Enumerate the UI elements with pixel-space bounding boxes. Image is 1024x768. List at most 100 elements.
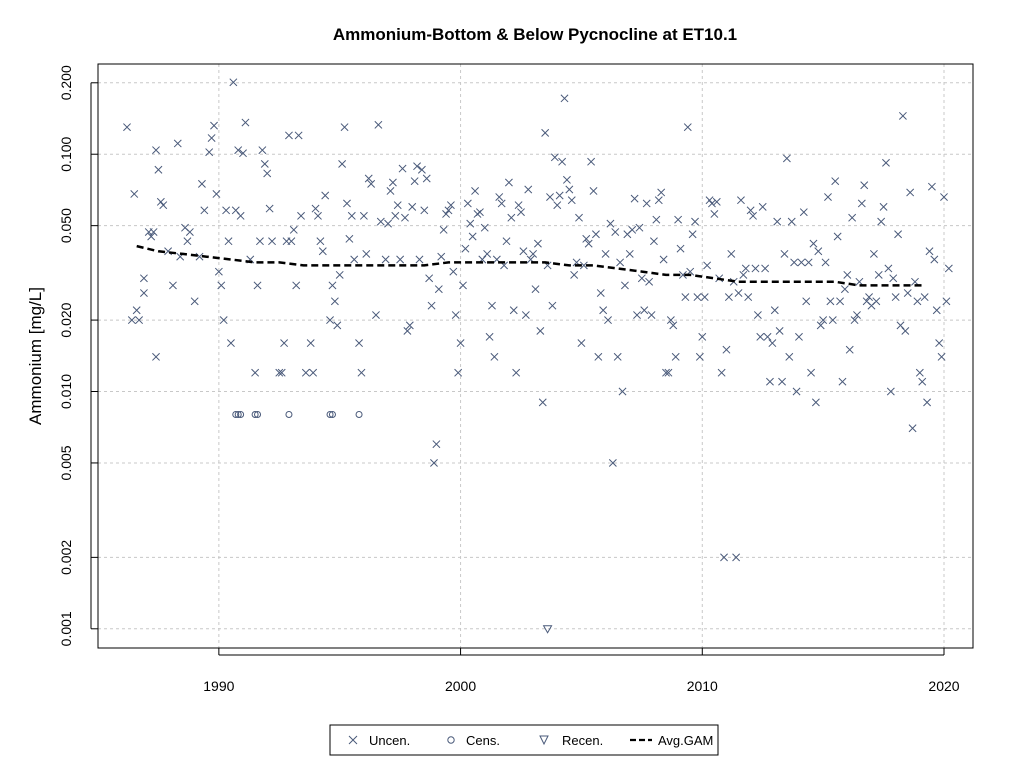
uncensored-point [838,377,847,386]
uncensored-point [533,239,542,248]
x-tick-label: 2000 [445,678,476,694]
uncensored-point [401,213,409,222]
uncensored-point [173,139,182,148]
uncensored-point [132,306,141,315]
uncensored-point [599,306,608,315]
uncensored-point [425,274,434,283]
uncensored-point [824,193,832,201]
uncensored-point [853,311,861,320]
legend-item-uncen: Uncen. [348,733,410,748]
uncensored-point [618,387,627,396]
uncensored-point [229,78,238,87]
uncensored-point [898,111,907,120]
uncensored-point [884,264,893,273]
y-tick-label: 0.200 [58,65,74,100]
uncensored-point [413,162,422,171]
uncensored-point [570,270,579,279]
uncensored-point [509,306,518,315]
uncensored-point [444,206,453,215]
uncensored-point [519,247,528,256]
uncensored-point [405,321,414,330]
uncensored-point [275,368,284,377]
uncensored-point [357,368,366,377]
uncensored-point [434,285,443,294]
uncensored-point [241,118,250,127]
uncensored-point [944,264,953,273]
x-tick-label: 2020 [928,678,959,694]
uncensored-point [594,352,603,361]
uncensored-point [345,234,354,243]
uncensored-point [937,352,946,361]
uncensored-point [903,289,912,297]
uncensored-point [340,123,349,132]
uncensored-point [475,208,484,217]
uncensored-point [524,185,533,194]
uncensored-point [359,211,368,220]
uncensored-point [255,237,264,246]
uncensored-point [374,120,383,129]
uncensored-point [652,215,661,224]
uncensored-point [666,316,675,325]
x-tick-label: 1990 [203,678,234,694]
uncensored-point [770,306,779,315]
uncensored-point [606,219,615,228]
censored-point [328,411,336,419]
uncensored-point [608,458,617,467]
uncensored-point [277,368,286,377]
uncensored-point [874,270,883,279]
uncensored-point [657,188,666,197]
uncensored-point [872,297,881,306]
uncensored-point [913,297,922,306]
uncensored-point [565,185,574,194]
plot-frame [97,63,974,649]
uncensored-point [620,281,629,290]
uncensored-point [297,211,305,220]
uncensored-point [886,387,895,396]
uncensored-point [717,368,726,377]
uncensored-point [734,289,743,297]
chart-title: Ammonium-Bottom & Below Pycnocline at ET… [333,25,737,44]
uncensored-point [548,301,557,310]
uncensored-point [662,368,670,377]
uncensored-point [698,332,707,341]
legend-label-gam: Avg.GAM [658,733,713,748]
uncensored-point [633,311,641,320]
uncensored-point [778,377,787,386]
uncensored-point [669,321,678,330]
uncensored-point [294,131,303,140]
uncensored-point [403,326,412,335]
uncensored-point [396,255,405,264]
uncensored-point [147,232,156,241]
legend-label-cens: Cens. [466,733,500,748]
uncensored-point [857,199,866,208]
uncensored-point [306,339,315,348]
uncensored-point [795,332,803,341]
uncensored-point [190,297,199,306]
uncensored-point [159,201,168,210]
uncensored-point [309,368,318,377]
uncensored-point [461,244,470,253]
uncensored-point [678,270,687,279]
uncensored-point [766,377,774,386]
uncensored-point [463,199,472,208]
uncensored-point [183,237,192,246]
uncensored-point [705,196,714,205]
uncensored-point [737,196,745,205]
uncensored-point [217,281,226,290]
uncensored-point [741,264,750,273]
uncensored-point [459,281,467,290]
uncensored-point [642,199,651,208]
uncensored-point [637,274,646,283]
uncensored-point [840,285,849,294]
uncensored-point [318,247,327,256]
uncensored-point [896,321,905,330]
uncensored-point [517,208,525,217]
uncensored-point [550,153,559,162]
uncensored-point [927,182,936,191]
uncensored-point [130,190,139,198]
uncensored-point [780,249,789,258]
uncensored-point [214,267,223,276]
legend-circle-marker-icon [447,736,455,744]
uncensored-point [918,377,927,386]
uncensored-point [749,211,757,220]
